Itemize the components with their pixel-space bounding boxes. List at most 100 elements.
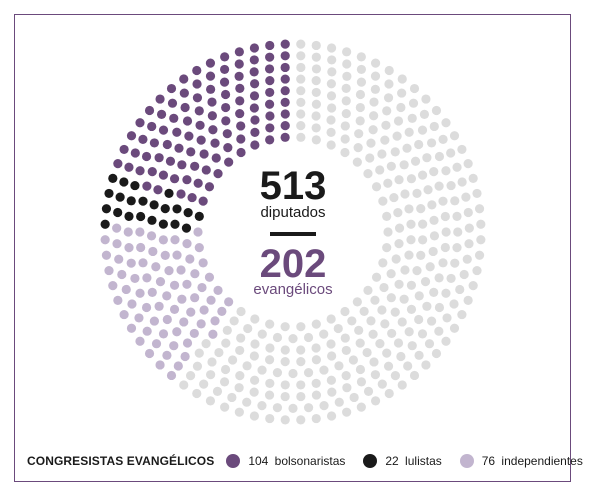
seat-dot (182, 175, 192, 185)
seat-dot (356, 377, 367, 387)
seat-dot (402, 143, 412, 153)
seat-dot (296, 132, 306, 142)
seat-dot (136, 242, 146, 253)
seat-dot (174, 143, 184, 153)
seat-dot (326, 140, 336, 150)
seat-dot (219, 77, 230, 87)
seat-dot (449, 299, 459, 309)
seat-dot (341, 96, 351, 106)
seat-dot (419, 109, 430, 119)
seat-dot (180, 102, 190, 113)
seat-dot (176, 265, 186, 275)
seat-dot (123, 227, 133, 237)
seat-dot (369, 97, 379, 107)
seat-dot (382, 106, 392, 116)
seat-dot (446, 148, 456, 158)
seat-dot (384, 79, 394, 89)
seat-dot (381, 120, 391, 130)
chart-frame (14, 14, 571, 482)
seat-dot (138, 196, 148, 206)
seat-dot (272, 368, 283, 378)
seat-dot (427, 316, 437, 326)
seat-dot (342, 383, 352, 393)
seat-dot (352, 157, 362, 167)
seat-dot (340, 333, 350, 343)
seat-dot (414, 139, 424, 150)
seat-dot (365, 153, 375, 163)
seat-dot (434, 273, 444, 283)
seat-dot (190, 293, 200, 303)
seat-dot (341, 370, 351, 381)
seat-dot (135, 166, 145, 176)
seat-dot (416, 250, 426, 261)
seat-dot (409, 370, 420, 381)
seat-dot (213, 169, 223, 179)
seat-dot (396, 102, 406, 113)
seat-dot (461, 192, 471, 202)
seat-dot (158, 125, 169, 135)
seat-dot (296, 357, 306, 367)
seat-dot (149, 200, 159, 210)
seat-dot (183, 208, 193, 218)
seat-dot (311, 413, 321, 424)
seat-dot (280, 415, 290, 425)
seat-dot (404, 204, 414, 214)
seat-dot (386, 161, 396, 171)
seat-dot (192, 388, 202, 399)
seat-dot (280, 322, 290, 332)
seat-dot (340, 147, 350, 158)
seat-dot (144, 105, 155, 116)
seat-dot (126, 131, 137, 141)
seat-dot (446, 273, 456, 284)
seat-dot (399, 160, 409, 170)
seat-dot (190, 269, 200, 279)
seat-dot (199, 379, 209, 389)
seat-dot (403, 361, 413, 371)
legend-swatch-lulistas (363, 454, 378, 468)
seat-dot (393, 208, 403, 218)
seat-dot (404, 127, 414, 137)
seat-dot (169, 304, 180, 314)
seat-dot (194, 243, 204, 253)
seat-dot (162, 291, 172, 301)
seat-dot (396, 351, 406, 362)
seat-dot (390, 147, 400, 157)
seat-dot (464, 223, 474, 233)
seat-dot (257, 329, 267, 339)
seat-dot (303, 368, 314, 378)
seat-dot (249, 91, 260, 101)
seat-dot (158, 219, 168, 229)
seat-dot (169, 174, 180, 184)
seat-dot (406, 174, 417, 184)
seat-dot (311, 390, 322, 400)
seat-dot (334, 361, 344, 371)
seat-dot (288, 368, 298, 379)
seat-dot (196, 319, 206, 329)
seat-dot (417, 170, 428, 180)
seat-dot (249, 351, 259, 361)
seat-dot (409, 83, 420, 94)
seat-dot (363, 386, 374, 396)
seat-dot (408, 98, 419, 108)
seat-dot (207, 111, 217, 121)
seat-dot (400, 265, 410, 275)
seat-dot (280, 86, 290, 96)
seat-dot (375, 339, 385, 349)
seat-dot (342, 407, 352, 417)
seat-dot (257, 401, 267, 411)
seat-dot (440, 242, 450, 253)
legend-swatch-independientes (459, 454, 474, 468)
seat-dot (207, 357, 217, 367)
total-deputies-value: 513 (259, 164, 327, 208)
seat-dot (422, 153, 432, 163)
seat-dot (135, 336, 145, 346)
seat-dot (407, 113, 417, 123)
seat-dot (370, 370, 380, 380)
seat-dot (472, 265, 482, 276)
seat-dot (235, 370, 245, 381)
seat-dot (280, 74, 290, 84)
seat-dot (354, 129, 364, 139)
seat-dot (138, 258, 148, 268)
seat-dot (198, 196, 208, 206)
seat-dot (249, 67, 259, 77)
